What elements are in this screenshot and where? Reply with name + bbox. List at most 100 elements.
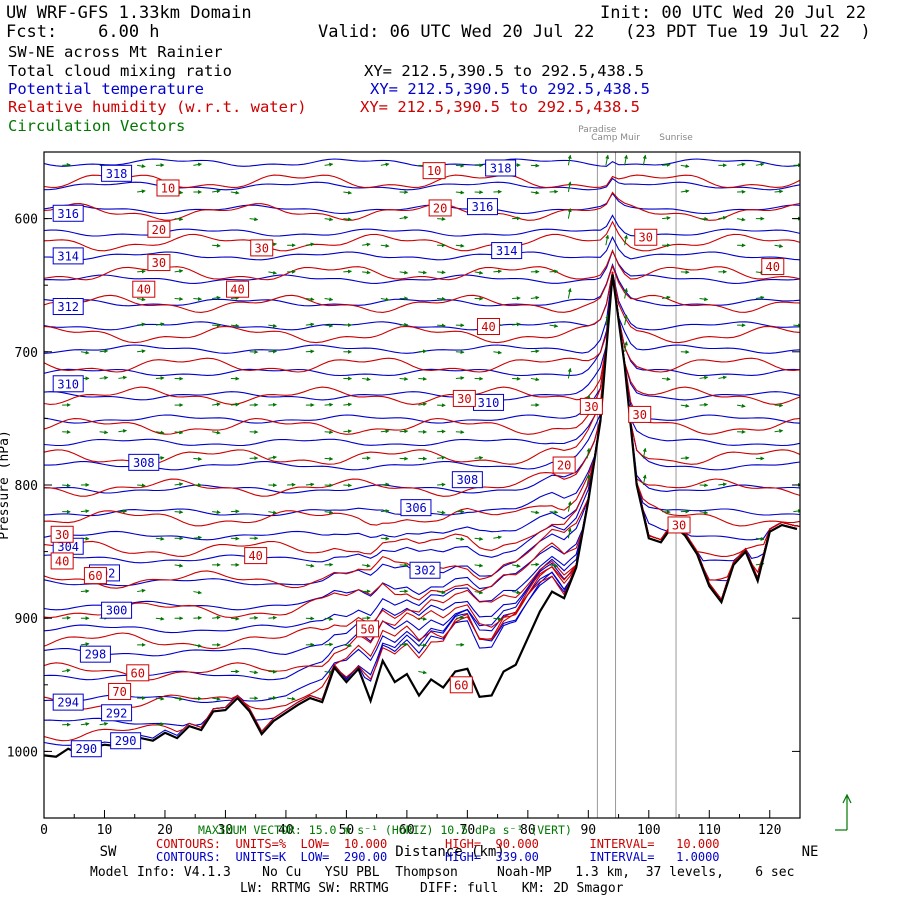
- circulation-vector: [567, 207, 572, 219]
- circulation-vector: [212, 615, 221, 620]
- circulation-vector: [324, 402, 334, 407]
- rh-contour-label-box: [226, 280, 250, 298]
- model-physics: LW: RRTMG SW: RRTMG DIFF: full KM: 2D Sm…: [240, 881, 624, 896]
- theta-contour-line: [44, 271, 800, 517]
- reference-vector-icon: [835, 793, 852, 831]
- circulation-vector: [755, 536, 765, 541]
- init-time: Init: 00 UTC Wed 20 Jul 22: [600, 3, 867, 23]
- theta-contour-label: 298: [85, 648, 107, 662]
- circulation-vector: [380, 482, 390, 487]
- circulation-vector: [399, 270, 409, 275]
- circulation-vector: [212, 696, 221, 701]
- circulation-vector: [343, 190, 353, 195]
- cloud-field-label: Total cloud mixing ratio: [8, 62, 232, 80]
- theta-contour-label-box: [485, 159, 517, 177]
- theta-contour-label: 314: [496, 244, 518, 258]
- rh-contour-label: 20: [433, 201, 447, 215]
- circulation-vector: [623, 287, 628, 299]
- circulation-vector: [212, 189, 221, 194]
- circulation-vector: [455, 350, 465, 355]
- theta-contour-label: 318: [490, 161, 512, 175]
- circulation-vector: [530, 349, 540, 354]
- circulation-vector: [80, 589, 90, 594]
- circulation-vector: [437, 590, 446, 595]
- rh-contour-label: 60: [131, 666, 145, 680]
- circulation-vector: [155, 536, 165, 541]
- theta-contour-label-box: [52, 247, 84, 265]
- circulation-vector: [699, 375, 709, 380]
- rh-contour-label: 70: [112, 685, 126, 699]
- theta-contour-label-box: [110, 732, 142, 750]
- rh-contour-label-box: [108, 682, 132, 700]
- circulation-vector: [230, 402, 240, 407]
- theta-contour-label: 302: [414, 564, 436, 578]
- circulation-vector: [324, 510, 334, 515]
- x-tick-label: 80: [520, 823, 536, 838]
- rh-contour-label: 30: [457, 392, 471, 406]
- theta-contour-label: 304: [57, 540, 79, 554]
- circulation-vector: [137, 588, 146, 593]
- circulation-vector: [662, 216, 671, 221]
- circulation-vector: [249, 670, 259, 675]
- circulation-vector: [623, 234, 628, 246]
- rh-contour-label-box: [449, 676, 473, 694]
- rh-contour-label-box: [422, 162, 446, 180]
- circulation-vector: [362, 377, 371, 382]
- circulation-vector: [493, 350, 503, 355]
- x-tick-label: 50: [339, 823, 355, 838]
- theta-field-xy: XY= 212.5,390.5 to 292.5,438.5: [370, 80, 650, 98]
- rh-contour-label: 50: [360, 622, 374, 636]
- circulation-vector: [418, 376, 428, 381]
- rh-contour-line: [44, 271, 800, 373]
- circulation-vector: [530, 295, 540, 300]
- circulation-vector: [774, 189, 784, 194]
- circulation-vector: [305, 297, 315, 302]
- circulation-vector: [324, 323, 334, 328]
- circulation-vector: [662, 377, 671, 381]
- circulation-vector: [718, 375, 728, 380]
- circulation-vector: [605, 234, 610, 246]
- theta-contour-label: 310: [478, 396, 500, 410]
- circulation-vector: [680, 403, 690, 408]
- theta-contour-label: 310: [57, 377, 79, 391]
- rh-contour-label: 30: [152, 256, 166, 270]
- rh-contour-label: 40: [248, 549, 262, 563]
- theta-contour-label-box: [101, 601, 133, 619]
- circulation-vector: [549, 563, 559, 568]
- circulation-vector: [605, 314, 610, 326]
- rh-contour-label-box: [50, 525, 74, 543]
- theta-contour-label-box: [466, 198, 498, 216]
- circulation-vector: [718, 482, 728, 487]
- circulation-vector: [324, 162, 334, 167]
- circulation-vector: [174, 296, 184, 301]
- circulation-vector: [418, 616, 428, 621]
- circulation-vector: [399, 429, 409, 434]
- circulation-vector: [305, 322, 315, 327]
- circulation-vector: [80, 722, 90, 727]
- rh-contour-label: 20: [557, 459, 571, 473]
- rh-contour-label: 40: [137, 283, 151, 297]
- theta-contour-label-box: [491, 242, 523, 260]
- theta-contour-label-box: [52, 298, 84, 316]
- circulation-vector: [586, 474, 591, 486]
- circulation-vector: [287, 696, 296, 701]
- rh-contour-label-box: [50, 552, 74, 570]
- circulation-vector: [474, 270, 484, 275]
- circulation-vector: [155, 616, 165, 621]
- circulation-vector: [137, 322, 146, 327]
- circulation-vector: [567, 287, 572, 299]
- circulation-vector: [268, 615, 278, 620]
- circulation-vector: [174, 217, 184, 222]
- circulation-vector: [230, 190, 240, 195]
- circulation-vector: [474, 590, 484, 595]
- circulation-vector: [567, 181, 572, 193]
- rh-contour-label: 60: [88, 569, 102, 583]
- rh-contour-line: [44, 271, 800, 344]
- sw-end-label: SW: [100, 844, 117, 860]
- circulation-vector: [680, 164, 690, 169]
- circulation-vector: [343, 402, 353, 407]
- circulation-vector: [212, 402, 221, 407]
- circulation-vector: [212, 430, 221, 435]
- x-tick-label: 90: [580, 823, 596, 838]
